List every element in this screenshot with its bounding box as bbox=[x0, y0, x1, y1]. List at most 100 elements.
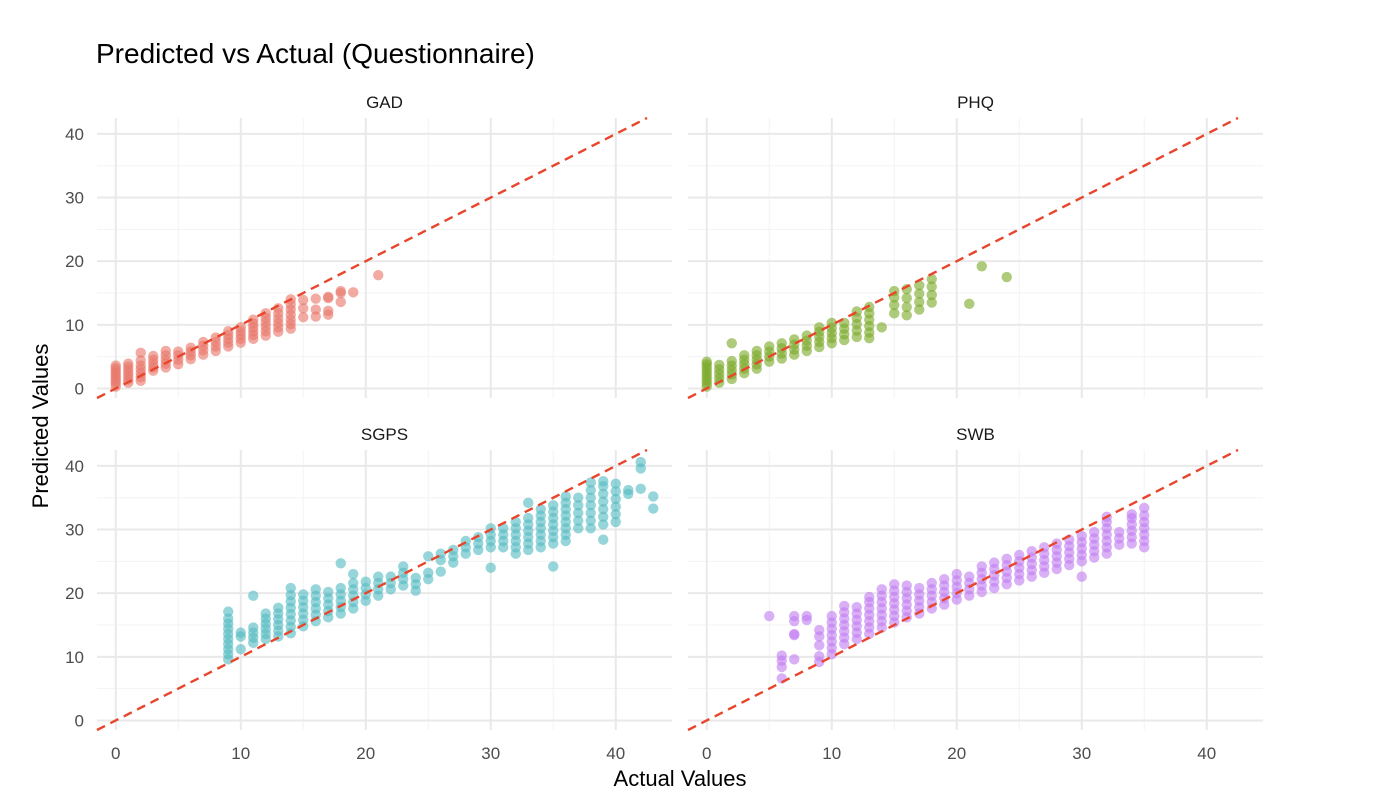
data-point bbox=[1014, 549, 1025, 561]
data-point bbox=[964, 571, 975, 582]
identity-reference-line bbox=[687, 116, 1239, 400]
identity-reference-line bbox=[96, 448, 648, 732]
data-point bbox=[789, 628, 800, 640]
x-tick-label: 10 bbox=[822, 744, 841, 763]
data-point bbox=[560, 491, 571, 502]
data-point bbox=[1001, 271, 1012, 283]
data-point bbox=[976, 561, 987, 572]
data-point bbox=[585, 492, 596, 503]
y-tick-label: 20 bbox=[65, 584, 84, 603]
data-point bbox=[739, 350, 750, 361]
data-point bbox=[814, 640, 825, 651]
data-point bbox=[160, 345, 171, 357]
data-point bbox=[776, 650, 787, 661]
data-point bbox=[298, 294, 309, 306]
data-point bbox=[585, 515, 596, 526]
data-point bbox=[801, 610, 812, 622]
data-point bbox=[235, 322, 246, 333]
panel-strip-label: SGPS bbox=[361, 425, 408, 444]
data-point bbox=[914, 582, 925, 594]
panel-gad: GAD 0 10 20 30 40 bbox=[65, 93, 672, 400]
data-point bbox=[889, 299, 900, 311]
data-point bbox=[610, 478, 621, 489]
identity-reference-line bbox=[96, 116, 648, 400]
data-point bbox=[323, 305, 334, 317]
data-point bbox=[348, 577, 359, 589]
data-point bbox=[585, 477, 596, 488]
data-point bbox=[523, 512, 534, 524]
data-point bbox=[573, 500, 584, 511]
data-point bbox=[1089, 526, 1100, 538]
data-point bbox=[839, 600, 850, 612]
data-point bbox=[323, 291, 334, 303]
data-point bbox=[889, 308, 900, 319]
x-tick-label: 20 bbox=[947, 744, 966, 763]
data-point bbox=[1001, 553, 1012, 565]
data-point bbox=[435, 566, 446, 577]
data-point bbox=[876, 322, 887, 333]
data-point bbox=[914, 288, 925, 299]
x-tick-label: 10 bbox=[231, 744, 250, 763]
y-tick-label: 40 bbox=[65, 457, 84, 476]
data-point bbox=[310, 293, 321, 304]
data-point bbox=[814, 624, 825, 636]
chart-title: Predicted vs Actual (Questionnaire) bbox=[96, 38, 535, 69]
data-point bbox=[585, 507, 596, 519]
data-point bbox=[235, 627, 246, 638]
data-point bbox=[1126, 509, 1137, 520]
data-point bbox=[398, 561, 409, 572]
y-axis-title: Predicted Values bbox=[28, 344, 53, 509]
data-point bbox=[335, 296, 346, 308]
data-point bbox=[726, 338, 737, 349]
y-tick-label: 40 bbox=[65, 125, 84, 144]
data-point bbox=[864, 591, 875, 603]
data-point bbox=[348, 568, 359, 580]
data-point bbox=[323, 586, 334, 598]
data-point bbox=[348, 287, 359, 298]
data-point bbox=[585, 484, 596, 496]
data-point bbox=[535, 503, 546, 515]
y-tick-label: 0 bbox=[75, 379, 84, 398]
panel-strip-label: PHQ bbox=[957, 93, 994, 112]
data-point bbox=[726, 355, 737, 367]
x-tick-label: 20 bbox=[356, 744, 375, 763]
data-point bbox=[851, 601, 862, 613]
data-point bbox=[198, 336, 209, 348]
data-point bbox=[635, 483, 646, 495]
data-point bbox=[939, 573, 950, 585]
data-point bbox=[610, 501, 621, 512]
data-point bbox=[901, 292, 912, 304]
data-point bbox=[814, 650, 825, 662]
data-point bbox=[610, 516, 621, 528]
data-point bbox=[764, 341, 775, 352]
y-tick-label: 20 bbox=[65, 252, 84, 271]
data-point bbox=[964, 298, 975, 310]
data-point bbox=[914, 296, 925, 308]
data-point bbox=[1076, 571, 1087, 582]
data-point bbox=[1076, 530, 1087, 542]
x-tick-label: 0 bbox=[702, 744, 711, 763]
data-point bbox=[523, 497, 534, 509]
data-point bbox=[951, 568, 962, 580]
data-point bbox=[373, 269, 384, 281]
data-point bbox=[598, 496, 609, 507]
data-point bbox=[826, 610, 837, 622]
panel-sgps: SGPS 0 10 20 30 40 0 10 20 30 40 bbox=[65, 425, 672, 763]
data-point bbox=[248, 314, 259, 325]
data-point bbox=[110, 360, 121, 371]
data-point bbox=[814, 322, 825, 333]
data-point bbox=[185, 342, 196, 353]
data-point bbox=[135, 347, 146, 359]
data-point bbox=[926, 577, 937, 589]
data-point bbox=[1026, 545, 1037, 557]
x-tick-label: 30 bbox=[481, 744, 500, 763]
panel-swb: SWB 0 10 20 30 40 bbox=[687, 425, 1263, 763]
y-tick-label: 30 bbox=[65, 189, 84, 208]
data-point bbox=[635, 456, 646, 468]
data-point bbox=[598, 503, 609, 515]
data-point bbox=[573, 492, 584, 503]
data-point bbox=[598, 511, 609, 523]
data-point bbox=[648, 503, 659, 514]
data-point bbox=[360, 576, 371, 587]
